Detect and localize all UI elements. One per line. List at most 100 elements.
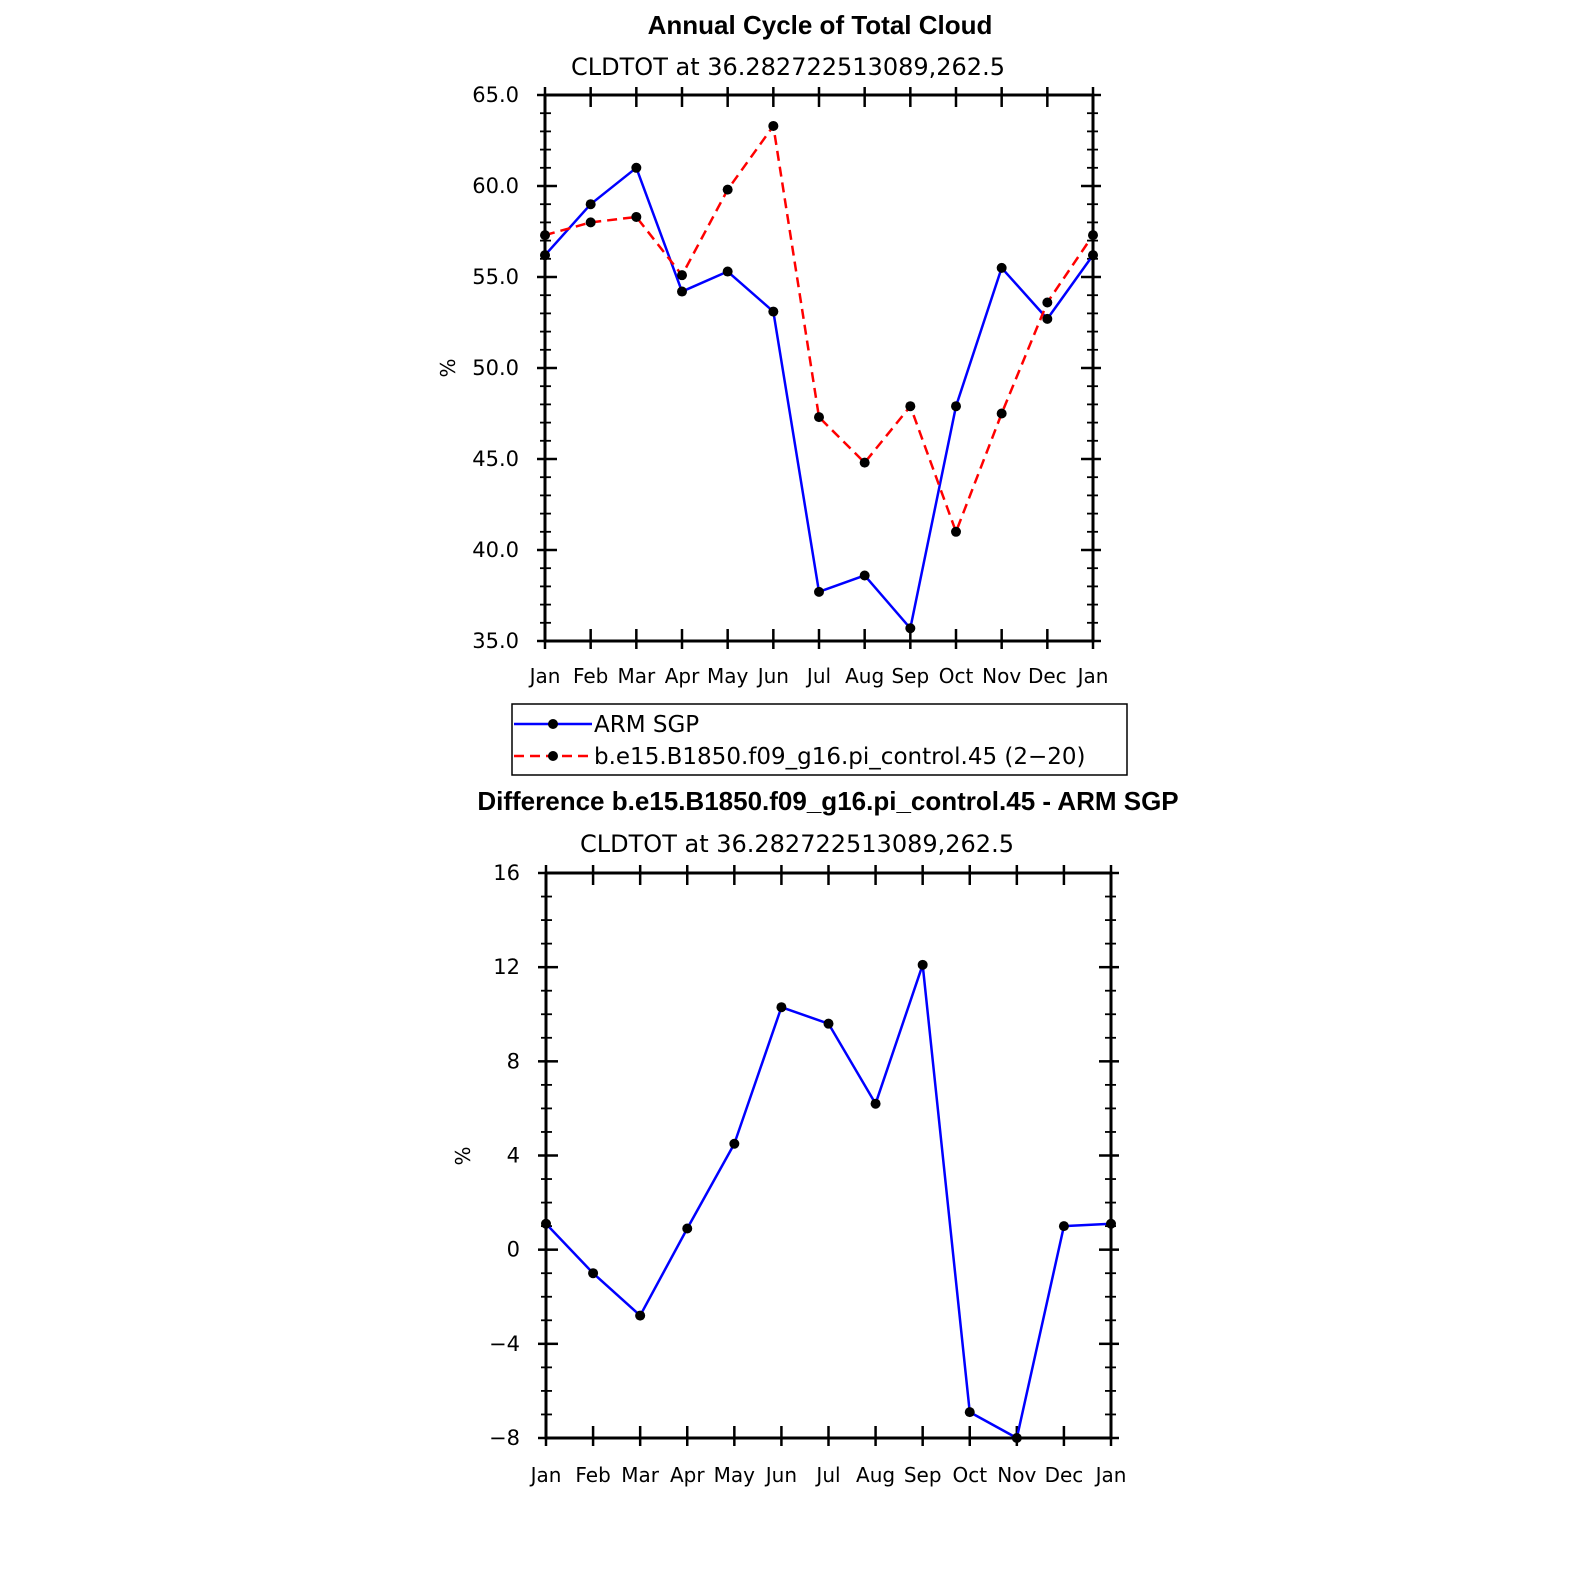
x-tick-label: Mar [621,1463,660,1487]
x-tick-label: Nov [997,1463,1036,1487]
x-tick-label: Sep [904,1463,942,1487]
tick-layer: Jan Feb Mar Apr May Jun Jul Aug Sep Oct Nov Dec Jan−… [489,861,1126,1487]
data-point-arm-sgp [859,570,870,581]
chart-title: Annual Cycle of Total Cloud [648,10,993,40]
data-point-b-e15-b1850-f09-g16-pi-control-45-2-20 [859,457,870,468]
x-tick-label: Jun [756,664,789,688]
data-point-difference [635,1310,646,1321]
y-tick-label: 35.0 [472,629,519,653]
data-point-difference [823,1018,834,1029]
series-line-difference [545,963,1112,1440]
data-point-arm-sgp [1088,250,1098,261]
x-tick-label: Feb [573,664,608,688]
x-tick-label: Oct [952,1463,987,1487]
data-point-difference [1011,1433,1022,1443]
x-tick-label: Aug [856,1463,895,1487]
y-tick-label: 60.0 [472,174,519,198]
x-tick-label: Feb [575,1463,610,1487]
x-tick-label: Nov [982,664,1021,688]
x-tick-label: Jan [1076,664,1109,688]
data-point-difference [1058,1221,1069,1232]
data-point-arm-sgp [951,401,961,412]
series-line-arm-sgp [544,166,1095,630]
data-point-difference [729,1138,740,1149]
data-point-arm-sgp [540,250,550,261]
x-tick-label: Jul [814,1463,840,1487]
x-tick-label: Apr [670,1463,705,1487]
x-tick-label: May [714,1463,756,1487]
y-tick-label: 4 [507,1144,520,1168]
plot-frame [543,93,1095,643]
x-tick-label: Oct [939,664,974,688]
data-point-b-e15-b1850-f09-g16-pi-control-45-2-20 [585,217,596,228]
data-point-arm-sgp [768,306,779,317]
data-point-difference [964,1407,975,1418]
data-point-b-e15-b1850-f09-g16-pi-control-45-2-20 [1042,297,1053,308]
data-point-difference [917,959,928,970]
x-tick-label: Jan [1094,1463,1127,1487]
y-tick-label: −8 [489,1426,520,1450]
data-point-arm-sgp [677,286,687,297]
data-point-difference [541,1218,551,1229]
x-tick-label: Jan [529,1463,562,1487]
y-tick-label: 12 [493,955,520,979]
series-layer [541,959,1116,1443]
data-point-arm-sgp [1042,313,1053,324]
legend-marker-model [548,751,558,761]
x-tick-label: Jul [805,664,831,688]
data-point-difference [682,1223,693,1234]
x-tick-label: Aug [845,664,884,688]
legend-box [511,703,1128,776]
data-point-b-e15-b1850-f09-g16-pi-control-45-2-20 [631,211,642,222]
y-tick-label: 50.0 [472,356,519,380]
y-axis-label: % [451,1146,475,1165]
y-tick-label: 0 [507,1238,520,1262]
data-point-difference [1106,1218,1116,1229]
legend-label-arm-sgp: ARM SGP [594,712,699,738]
data-point-arm-sgp [585,199,596,210]
legend-label-model: b.e15.B1850.f09_g16.pi_control.45 (2−20) [594,744,1086,770]
difference-chart: Difference b.e15.B1850.f09_g16.pi_contro… [451,786,1179,1487]
x-tick-label: Dec [1045,1463,1084,1487]
x-tick-label: Dec [1028,664,1067,688]
legend-marker-arm-sgp [548,719,558,729]
x-tick-label: Sep [891,664,929,688]
plot-frame [544,871,1113,1440]
x-tick-label: Apr [665,664,700,688]
x-tick-label: Jun [764,1463,797,1487]
x-tick-label: Mar [617,664,656,688]
data-point-difference [588,1268,599,1279]
data-point-b-e15-b1850-f09-g16-pi-control-45-2-20 [768,120,779,131]
data-point-b-e15-b1850-f09-g16-pi-control-45-2-20 [540,230,550,241]
series-layer [540,120,1098,634]
data-point-arm-sgp [722,266,733,277]
data-point-b-e15-b1850-f09-g16-pi-control-45-2-20 [814,412,824,423]
y-tick-label: −4 [489,1332,520,1356]
legend: ARM SGP b.e15.B1850.f09_g16.pi_control.4… [511,703,1128,776]
x-tick-label: Jan [528,664,561,688]
series-line-b-e15-b1850-f09-g16-pi-control-45-2-20 [544,124,1095,534]
data-point-difference [870,1098,881,1109]
y-tick-label: 65.0 [472,83,519,107]
y-tick-label: 55.0 [472,265,519,289]
data-point-arm-sgp [996,262,1007,273]
data-point-b-e15-b1850-f09-g16-pi-control-45-2-20 [722,184,733,195]
data-point-b-e15-b1850-f09-g16-pi-control-45-2-20 [951,526,961,537]
data-point-b-e15-b1850-f09-g16-pi-control-45-2-20 [905,401,916,412]
y-tick-label: 40.0 [472,538,519,562]
data-point-b-e15-b1850-f09-g16-pi-control-45-2-20 [677,270,687,281]
data-point-difference [776,1002,787,1013]
chart-subtitle: CLDTOT at 36.282722513089,262.5 [571,53,1005,81]
x-tick-label: May [707,664,749,688]
y-tick-label: 8 [507,1049,520,1073]
y-tick-label: 16 [493,861,520,885]
annual-cycle-chart: Annual Cycle of Total Cloud CLDTOT at 36… [436,10,1108,688]
chart-subtitle: CLDTOT at 36.282722513089,262.5 [580,830,1014,858]
data-point-arm-sgp [905,623,916,634]
data-point-b-e15-b1850-f09-g16-pi-control-45-2-20 [996,408,1007,419]
tick-layer: Jan Feb Mar Apr May Jun Jul Aug Sep Oct Nov Dec Jan 3… [472,83,1108,688]
chart-title: Difference b.e15.B1850.f09_g16.pi_contro… [477,786,1178,816]
data-point-arm-sgp [814,586,824,597]
y-tick-label: 45.0 [472,447,519,471]
